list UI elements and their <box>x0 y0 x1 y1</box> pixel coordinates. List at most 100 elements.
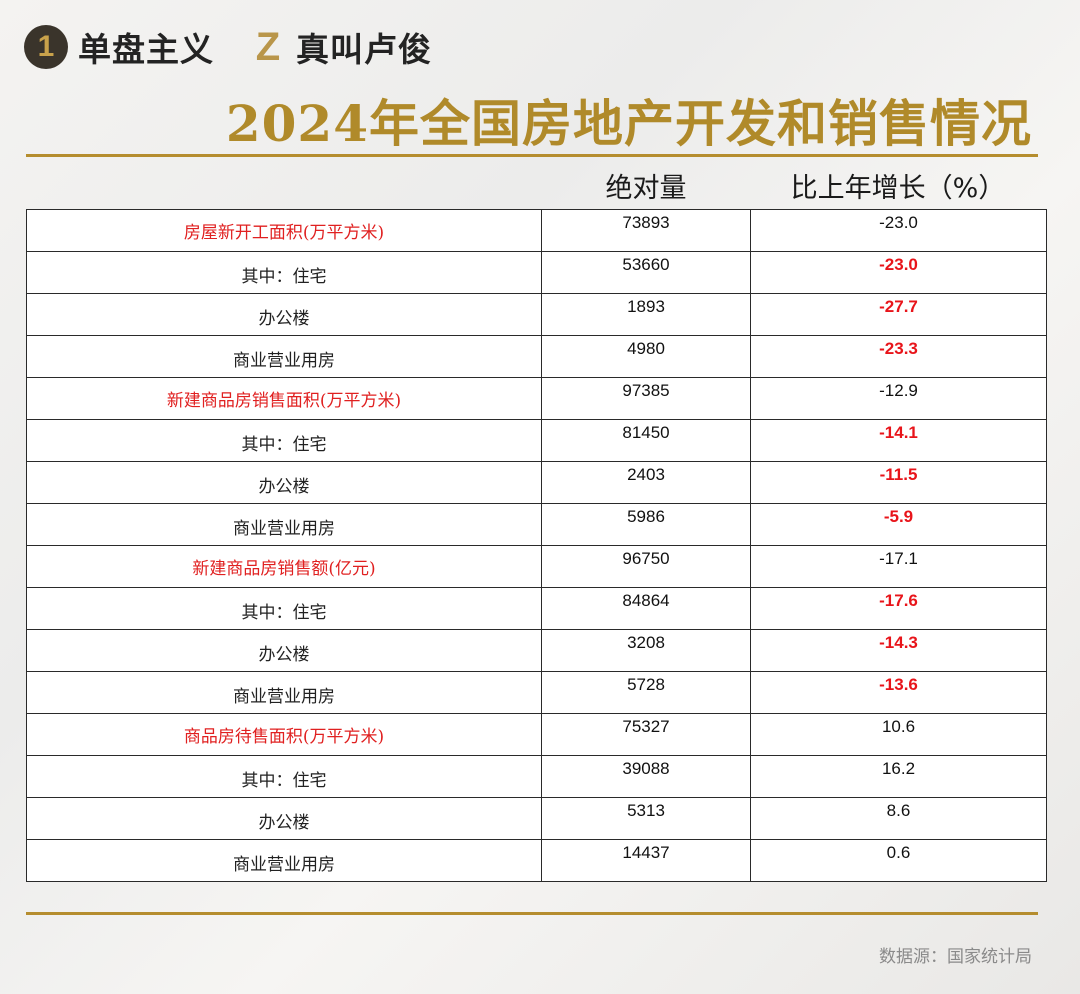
subitem-label: 其中：住宅 <box>241 771 327 791</box>
absolute-value: 3208 <box>627 633 665 652</box>
data-table: 房屋新开工面积(万平方米) 73893 -23.0 其中：住宅 53660 -23.0 办公… <box>26 209 1047 882</box>
value-cell: 5986 <box>541 503 751 546</box>
value-cell: 53660 <box>541 251 751 294</box>
table-row: 商业营业用房 14437 0.6 <box>26 839 1047 882</box>
category-label: 商品房待售面积(万平方米) <box>183 727 385 747</box>
table-row: 商业营业用房 5728 -13.6 <box>26 671 1047 714</box>
growth-cell: 16.2 <box>750 755 1047 798</box>
label-cell: 其中：住宅 <box>26 251 542 294</box>
growth-value: 10.6 <box>881 717 916 736</box>
table-row: 新建商品房销售面积(万平方米) 97385 -12.9 <box>26 377 1047 420</box>
absolute-value: 39088 <box>622 759 670 778</box>
absolute-value: 75327 <box>622 717 670 736</box>
absolute-value: 73893 <box>622 213 670 232</box>
subitem-label: 办公楼 <box>258 309 310 329</box>
label-cell: 商品房待售面积(万平方米) <box>26 713 542 756</box>
absolute-value: 1893 <box>627 297 665 316</box>
label-cell: 其中：住宅 <box>26 419 542 462</box>
subitem-label: 其中：住宅 <box>241 267 327 287</box>
growth-value: -14.1 <box>879 423 918 442</box>
subitem-label: 其中：住宅 <box>241 603 327 623</box>
label-cell: 商业营业用房 <box>26 335 542 378</box>
absolute-value: 2403 <box>627 465 665 484</box>
growth-cell: -23.0 <box>750 209 1047 252</box>
absolute-value: 14437 <box>622 843 670 862</box>
top-divider <box>26 154 1038 157</box>
table-row: 其中：住宅 53660 -23.0 <box>26 251 1047 294</box>
value-cell: 2403 <box>541 461 751 504</box>
growth-value: -23.0 <box>879 255 918 274</box>
value-cell: 1893 <box>541 293 751 336</box>
table-row: 其中：住宅 84864 -17.6 <box>26 587 1047 630</box>
table-row: 办公楼 5313 8.6 <box>26 797 1047 840</box>
absolute-value: 5728 <box>627 675 665 694</box>
category-label: 新建商品房销售面积(万平方米) <box>166 391 402 411</box>
header-absolute: 绝对量 <box>605 173 687 204</box>
label-cell: 商业营业用房 <box>26 503 542 546</box>
label-cell: 办公楼 <box>26 797 542 840</box>
value-cell: 39088 <box>541 755 751 798</box>
value-cell: 14437 <box>541 839 751 882</box>
growth-cell: 8.6 <box>750 797 1047 840</box>
label-cell: 商业营业用房 <box>26 839 542 882</box>
growth-cell: -11.5 <box>750 461 1047 504</box>
absolute-value: 4980 <box>627 339 665 358</box>
absolute-value: 5986 <box>627 507 665 526</box>
table-row: 办公楼 3208 -14.3 <box>26 629 1047 672</box>
table-row: 商业营业用房 5986 -5.9 <box>26 503 1047 546</box>
brand-2-name: 真叫卢俊 <box>296 30 432 69</box>
absolute-value: 81450 <box>622 423 670 442</box>
absolute-value: 84864 <box>622 591 670 610</box>
label-cell: 新建商品房销售面积(万平方米) <box>26 377 542 420</box>
growth-value: -17.1 <box>879 549 918 568</box>
growth-cell: 10.6 <box>750 713 1047 756</box>
label-cell: 房屋新开工面积(万平方米) <box>26 209 542 252</box>
subitem-label: 办公楼 <box>258 645 310 665</box>
label-cell: 其中：住宅 <box>26 587 542 630</box>
growth-cell: -23.0 <box>750 251 1047 294</box>
category-label: 房屋新开工面积(万平方米) <box>183 223 385 243</box>
value-cell: 5313 <box>541 797 751 840</box>
growth-value: -17.6 <box>879 591 918 610</box>
subitem-label: 商业营业用房 <box>233 351 335 371</box>
growth-value: -11.5 <box>879 465 918 484</box>
value-cell: 5728 <box>541 671 751 714</box>
label-cell: 其中：住宅 <box>26 755 542 798</box>
value-cell: 97385 <box>541 377 751 420</box>
page-title: 2024年全国房地产开发和销售情况 <box>225 94 1032 153</box>
growth-value: -12.9 <box>879 381 918 400</box>
table-body: 房屋新开工面积(万平方米) 73893 -23.0 其中：住宅 53660 -23.0 办公… <box>26 209 1047 882</box>
header-growth: 比上年增长（%） <box>790 173 1006 204</box>
growth-cell: -23.3 <box>750 335 1047 378</box>
value-cell: 73893 <box>541 209 751 252</box>
absolute-value: 53660 <box>622 255 670 274</box>
growth-cell: -17.1 <box>750 545 1047 588</box>
bottom-divider <box>26 912 1038 915</box>
growth-cell: -14.1 <box>750 419 1047 462</box>
label-cell: 办公楼 <box>26 629 542 672</box>
table-row: 新建商品房销售额(亿元) 96750 -17.1 <box>26 545 1047 588</box>
growth-cell: -12.9 <box>750 377 1047 420</box>
growth-value: 8.6 <box>886 801 911 820</box>
table-header: 绝对量 比上年增长（%） <box>26 160 1046 210</box>
subitem-label: 办公楼 <box>258 813 310 833</box>
absolute-value: 97385 <box>622 381 670 400</box>
growth-value: -13.6 <box>879 675 918 694</box>
table-row: 商品房待售面积(万平方米) 75327 10.6 <box>26 713 1047 756</box>
growth-value: -14.3 <box>879 633 918 652</box>
growth-value: 0.6 <box>886 843 911 862</box>
brand-1-name: 单盘主义 <box>78 30 214 69</box>
absolute-value: 5313 <box>627 801 665 820</box>
growth-value: 16.2 <box>881 759 916 778</box>
label-cell: 新建商品房销售额(亿元) <box>26 545 542 588</box>
data-source: 数据源：国家统计局 <box>879 947 1032 967</box>
table-row: 房屋新开工面积(万平方米) 73893 -23.0 <box>26 209 1047 252</box>
growth-cell: -13.6 <box>750 671 1047 714</box>
label-cell: 办公楼 <box>26 461 542 504</box>
growth-cell: -27.7 <box>750 293 1047 336</box>
growth-cell: -5.9 <box>750 503 1047 546</box>
value-cell: 96750 <box>541 545 751 588</box>
growth-value: -23.3 <box>879 339 918 358</box>
subitem-label: 其中：住宅 <box>241 435 327 455</box>
value-cell: 81450 <box>541 419 751 462</box>
